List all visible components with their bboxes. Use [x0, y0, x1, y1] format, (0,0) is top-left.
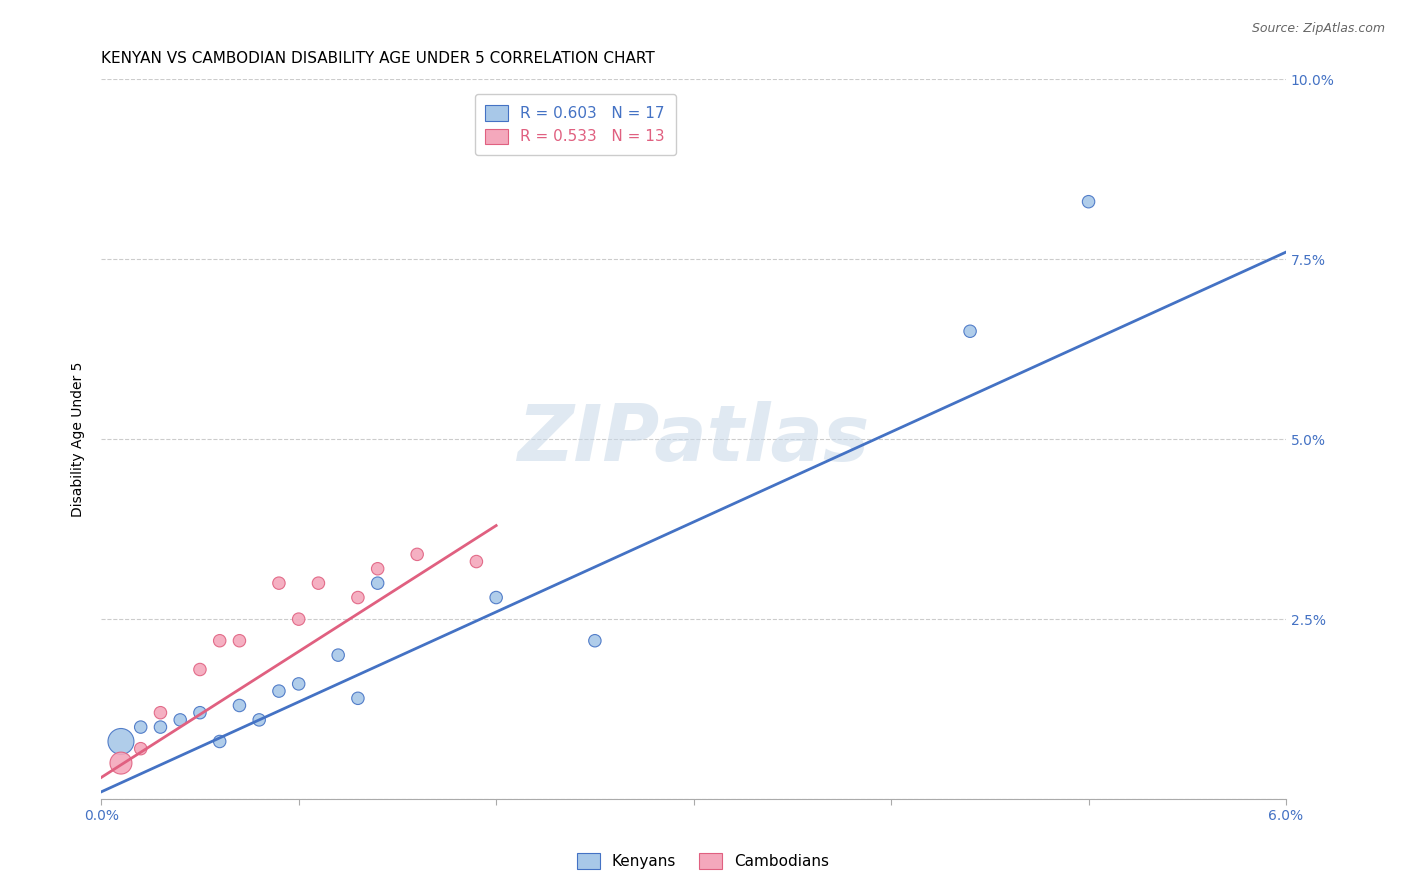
Point — [188, 706, 211, 720]
Point — [208, 633, 231, 648]
Point — [367, 576, 389, 591]
Point — [307, 576, 329, 591]
Text: KENYAN VS CAMBODIAN DISABILITY AGE UNDER 5 CORRELATION CHART: KENYAN VS CAMBODIAN DISABILITY AGE UNDER… — [101, 51, 655, 66]
Point — [347, 691, 370, 706]
Point — [367, 562, 389, 576]
Point — [267, 684, 290, 698]
Point — [149, 706, 172, 720]
Point — [406, 547, 429, 561]
Point — [465, 555, 488, 569]
Point — [228, 698, 250, 713]
Point — [347, 591, 370, 605]
Text: ZIPatlas: ZIPatlas — [517, 401, 870, 477]
Y-axis label: Disability Age Under 5: Disability Age Under 5 — [72, 361, 86, 516]
Point — [110, 756, 132, 770]
Point — [169, 713, 191, 727]
Legend: R = 0.603   N = 17, R = 0.533   N = 13: R = 0.603 N = 17, R = 0.533 N = 13 — [475, 95, 676, 155]
Point — [1077, 194, 1099, 209]
Point — [328, 648, 350, 662]
Point — [485, 591, 508, 605]
Point — [129, 720, 152, 734]
Point — [287, 612, 309, 626]
Text: Source: ZipAtlas.com: Source: ZipAtlas.com — [1251, 22, 1385, 36]
Point — [110, 734, 132, 748]
Point — [228, 633, 250, 648]
Point — [188, 663, 211, 677]
Point — [208, 734, 231, 748]
Point — [247, 713, 270, 727]
Point — [287, 677, 309, 691]
Point — [583, 633, 606, 648]
Point — [267, 576, 290, 591]
Point — [959, 324, 981, 338]
Point — [149, 720, 172, 734]
Legend: Kenyans, Cambodians: Kenyans, Cambodians — [571, 847, 835, 875]
Point — [129, 741, 152, 756]
